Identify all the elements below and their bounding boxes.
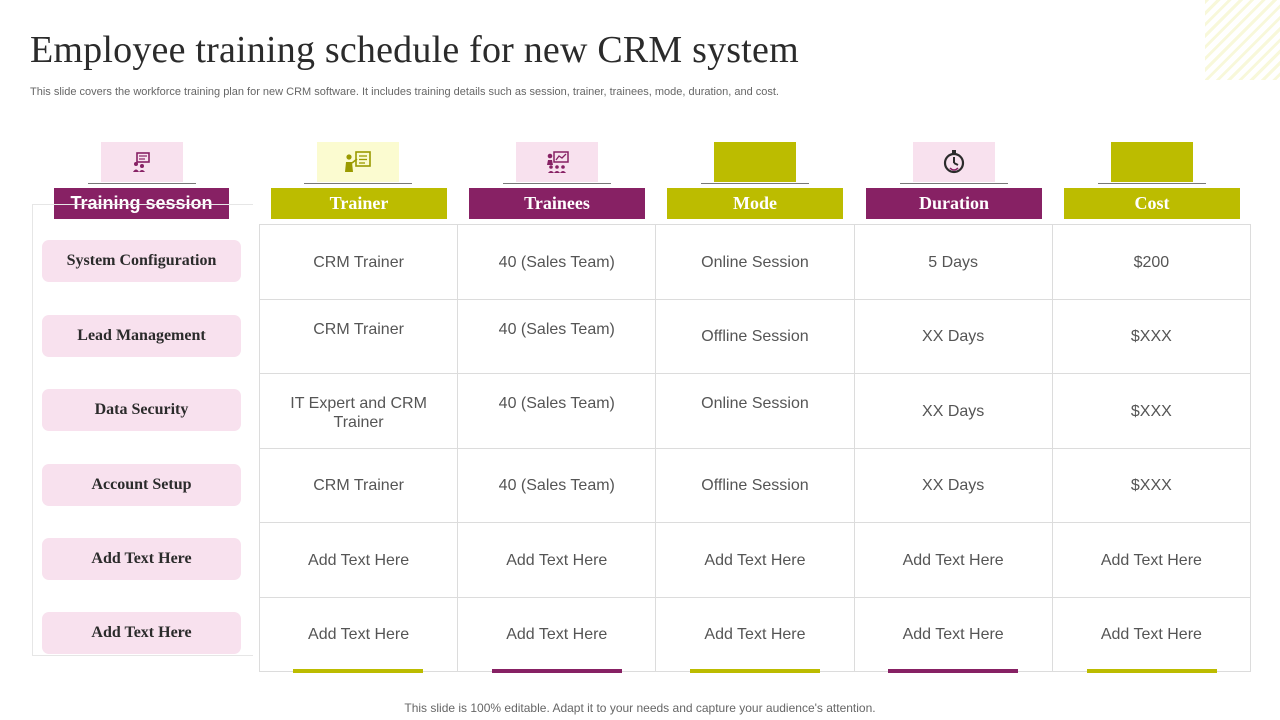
header-training-session: Training session [54,188,229,219]
icon-divider [88,183,196,184]
accent-bar [1087,669,1217,673]
icon-divider [1098,183,1206,184]
table-cell: Online Session [655,224,855,300]
icon-divider [701,183,809,184]
accent-bar [293,669,423,673]
icon-divider [900,183,1008,184]
header-trainees: Trainees [469,188,645,219]
table-cell: 40 (Sales Team) [457,448,657,523]
footer-note: This slide is 100% editable. Adapt it to… [404,701,876,715]
table-cell: XX Days [853,448,1053,523]
table-cell: Offline Session [655,448,855,523]
stopwatch-icon [913,142,995,182]
accent-bar [888,669,1018,673]
decorative-stripes [1205,0,1280,80]
session-label: Lead Management [42,315,241,357]
table-cell: $XXX [1051,448,1252,523]
table-cell: Add Text Here [258,522,459,598]
table-cell: XX Days [853,299,1053,374]
table-row: CRM Trainer 40 (Sales Team) Offline Sess… [258,448,1252,523]
table-row: CRM Trainer 40 (Sales Team) Offline Sess… [258,299,1252,374]
session-label: Add Text Here [42,612,241,654]
table-cell: Offline Session [655,299,855,374]
icon-divider [304,183,412,184]
table-cell: CRM Trainer [258,299,459,374]
icon-divider [503,183,611,184]
table-cell: XX Days [853,373,1053,449]
trainer-checklist-icon [317,142,399,182]
table-cell: $XXX [1051,373,1252,449]
table-cell: Add Text Here [853,597,1053,672]
session-label: Add Text Here [42,538,241,580]
session-label: Account Setup [42,464,241,506]
presentation-board-icon [101,142,183,182]
cost-icon-placeholder [1111,142,1193,182]
table-cell: Add Text Here [655,522,855,598]
table-cell: Add Text Here [655,597,855,672]
page-subtitle: This slide covers the workforce training… [30,86,779,98]
table-cell: Add Text Here [1051,597,1252,672]
accent-bar [492,669,622,673]
table-cell: CRM Trainer [258,224,459,300]
table-cell: 40 (Sales Team) [457,373,657,449]
table-cell: Add Text Here [457,522,657,598]
table-cell: 40 (Sales Team) [457,299,657,374]
table-cell: Add Text Here [258,597,459,672]
table-cell: 5 Days [853,224,1053,300]
header-mode: Mode [667,188,843,219]
table-cell: Online Session [655,373,855,449]
header-cost: Cost [1064,188,1240,219]
session-panel [32,204,253,656]
session-label: System Configuration [42,240,241,282]
header-duration: Duration [866,188,1042,219]
table-row: IT Expert and CRM Trainer 40 (Sales Team… [258,373,1252,449]
accent-bar [690,669,820,673]
table-cell: IT Expert and CRM Trainer [258,373,459,449]
page-title: Employee training schedule for new CRM s… [30,29,799,71]
audience-chart-icon [516,142,598,182]
table-cell: Add Text Here [457,597,657,672]
schedule-table: CRM Trainer 40 (Sales Team) Online Sessi… [258,224,1252,672]
session-label: Data Security [42,389,241,431]
table-row: Add Text Here Add Text Here Add Text Her… [258,597,1252,672]
table-cell: $XXX [1051,299,1252,374]
table-cell: $200 [1051,224,1252,300]
mode-icon-placeholder [714,142,796,182]
table-row: Add Text Here Add Text Here Add Text Her… [258,522,1252,598]
table-row: CRM Trainer 40 (Sales Team) Online Sessi… [258,224,1252,300]
header-trainer: Trainer [271,188,447,219]
table-cell: Add Text Here [1051,522,1252,598]
table-cell: 40 (Sales Team) [457,224,657,300]
table-cell: CRM Trainer [258,448,459,523]
table-cell: Add Text Here [853,522,1053,598]
